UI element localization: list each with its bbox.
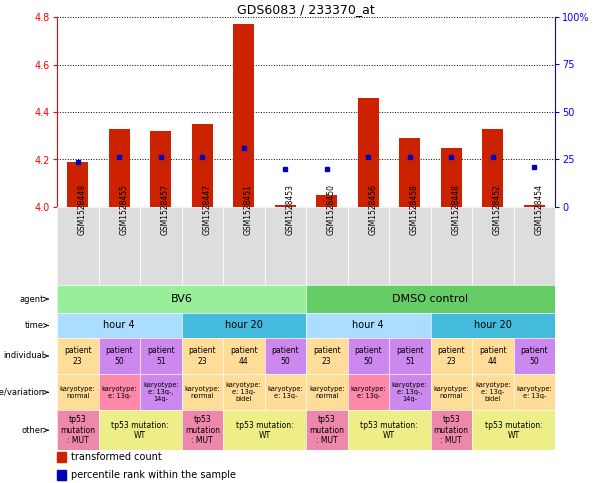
Text: time: time [25,321,44,330]
Text: karyotype:
e: 13q-,
14q-: karyotype: e: 13q-, 14q- [143,382,178,402]
Text: karyotype:
normal: karyotype: normal [60,386,96,399]
Text: tp53
mutation
: MUT: tp53 mutation : MUT [60,415,95,445]
Bar [140,207,181,285]
Text: karyotype:
e: 13q-
bidel: karyotype: e: 13q- bidel [226,382,262,402]
Text: genotype/variation: genotype/variation [0,388,44,397]
Text: karyotype:
normal: karyotype: normal [433,386,469,399]
Text: hour 4: hour 4 [352,320,384,330]
Text: patient
50: patient 50 [105,346,133,366]
Text: patient
51: patient 51 [147,346,175,366]
Text: tp53 mutation:
WT: tp53 mutation: WT [360,421,418,440]
Text: tp53 mutation:
WT: tp53 mutation: WT [485,421,543,440]
Text: hour 20: hour 20 [474,320,512,330]
Bar [150,131,171,207]
Text: karyotype:
normal: karyotype: normal [185,386,220,399]
Title: GDS6083 / 233370_at: GDS6083 / 233370_at [237,3,375,16]
Bar [358,98,379,207]
Bar [275,205,295,207]
Bar [181,207,223,285]
Text: GSM1528453: GSM1528453 [285,184,294,235]
Text: tp53
mutation
: MUT: tp53 mutation : MUT [185,415,219,445]
Bar [234,24,254,207]
Text: tp53
mutation
: MUT: tp53 mutation : MUT [309,415,345,445]
Text: patient
23: patient 23 [64,346,91,366]
Text: other: other [21,426,44,435]
Text: patient
23: patient 23 [313,346,341,366]
Bar [192,124,213,207]
Bar [306,207,348,285]
Text: patient
51: patient 51 [396,346,424,366]
Text: karyotype:
normal: karyotype: normal [309,386,345,399]
Text: GSM1528449: GSM1528449 [78,184,87,235]
Text: GSM1528452: GSM1528452 [493,184,502,235]
Text: GSM1528451: GSM1528451 [244,184,253,235]
Text: tp53 mutation:
WT: tp53 mutation: WT [235,421,293,440]
Bar [264,207,306,285]
Text: patient
23: patient 23 [188,346,216,366]
Bar [400,138,420,207]
Text: GSM1528450: GSM1528450 [327,184,336,235]
Bar [472,207,514,285]
Bar [67,162,88,207]
Text: karyotype:
e: 13q-: karyotype: e: 13q- [516,386,552,399]
Text: patient
50: patient 50 [272,346,299,366]
Text: patient
23: patient 23 [438,346,465,366]
Text: tp53
mutation
: MUT: tp53 mutation : MUT [434,415,469,445]
Bar [57,452,66,462]
Bar [223,207,264,285]
Text: patient
44: patient 44 [479,346,506,366]
Bar [482,128,503,207]
Text: GSM1528457: GSM1528457 [161,184,170,235]
Text: karyotype:
e: 13q-,
14q-: karyotype: e: 13q-, 14q- [392,382,428,402]
Bar [389,207,430,285]
Text: hour 4: hour 4 [104,320,135,330]
Text: individual: individual [3,352,44,360]
Text: GSM1528455: GSM1528455 [120,184,128,235]
Text: GSM1528456: GSM1528456 [368,184,377,235]
Bar [430,207,472,285]
Text: agent: agent [20,295,44,303]
Text: DMSO control: DMSO control [392,294,468,304]
Text: karyotype:
e: 13q-: karyotype: e: 13q- [101,386,137,399]
Bar [57,207,99,285]
Text: karyotype:
e: 13q-: karyotype: e: 13q- [351,386,386,399]
Text: percentile rank within the sample: percentile rank within the sample [70,470,236,480]
Text: karyotype:
e: 13q-
bidel: karyotype: e: 13q- bidel [475,382,511,402]
Text: transformed count: transformed count [70,452,161,462]
Bar [99,207,140,285]
Bar [316,195,337,207]
Text: patient
50: patient 50 [520,346,548,366]
Text: patient
44: patient 44 [230,346,257,366]
Text: GSM1528458: GSM1528458 [409,184,419,235]
Text: GSM1528448: GSM1528448 [451,184,460,235]
Bar [514,207,555,285]
Bar [441,148,462,207]
Text: GSM1528454: GSM1528454 [535,184,543,235]
Bar [524,205,544,207]
Text: patient
50: patient 50 [354,346,382,366]
Text: BV6: BV6 [170,294,192,304]
Bar [348,207,389,285]
Text: tp53 mutation:
WT: tp53 mutation: WT [111,421,169,440]
Bar [57,470,66,480]
Text: GSM1528447: GSM1528447 [202,184,211,235]
Text: hour 20: hour 20 [225,320,263,330]
Text: karyotype:
e: 13q-: karyotype: e: 13q- [267,386,303,399]
Bar [109,128,129,207]
